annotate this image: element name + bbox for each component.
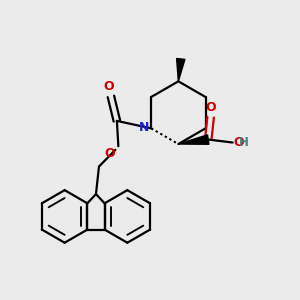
Text: H: H xyxy=(239,136,249,149)
Polygon shape xyxy=(177,58,185,81)
Text: N: N xyxy=(139,121,149,134)
Polygon shape xyxy=(178,135,209,144)
Text: O: O xyxy=(205,100,216,114)
Text: O: O xyxy=(103,80,114,93)
Text: O: O xyxy=(105,147,115,160)
Text: O: O xyxy=(233,136,244,149)
